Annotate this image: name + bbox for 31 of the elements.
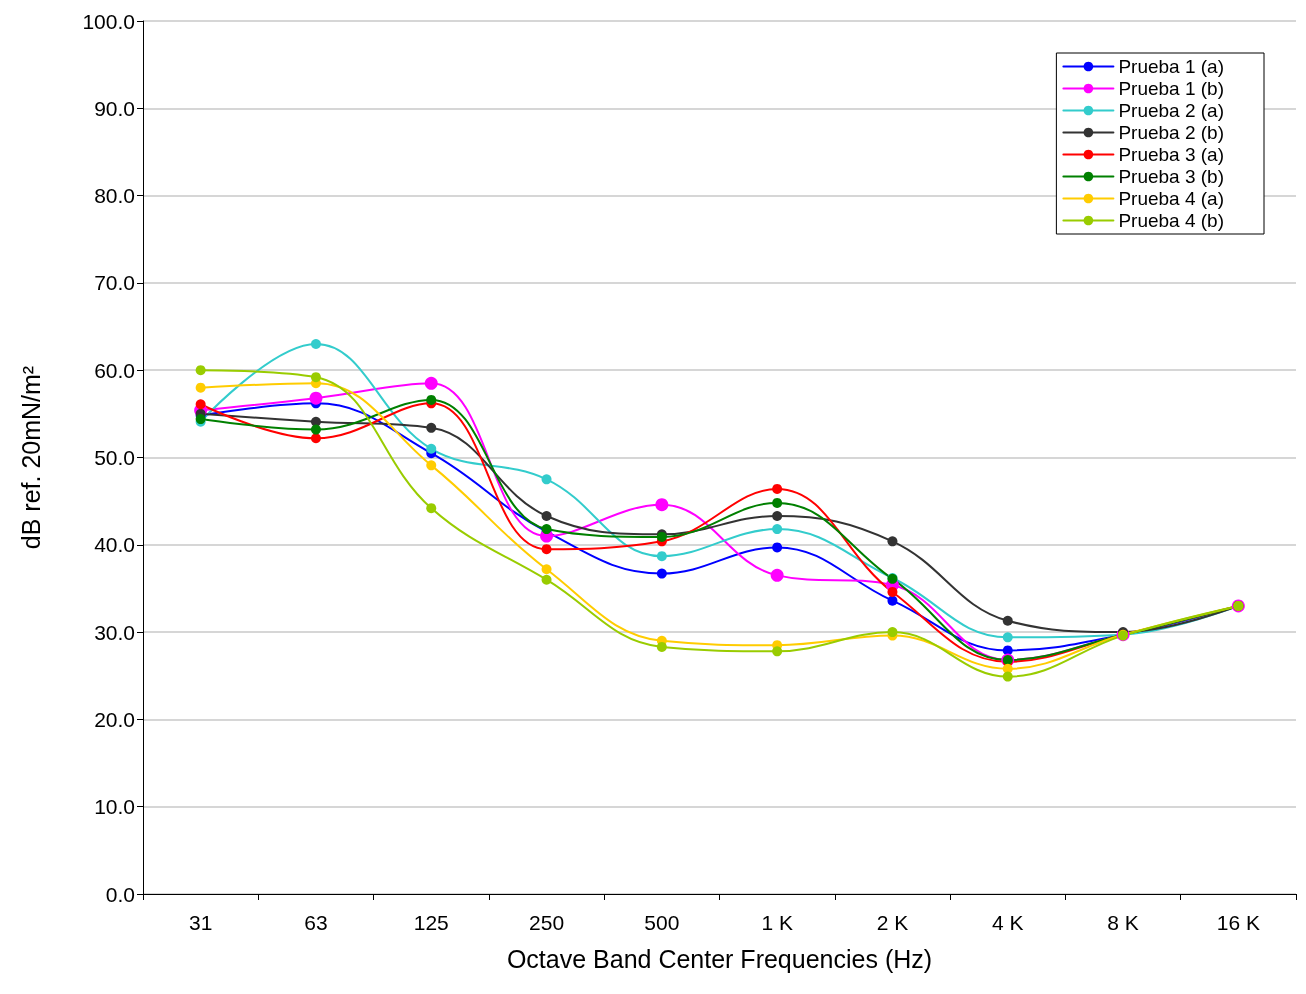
legend-label: Prueba 3 (a) [1118,144,1225,165]
y-tick-label: 100.0 [82,9,135,33]
y-axis-title: dB ref. 20mN/m² [16,365,45,550]
legend-label: Prueba 3 (b) [1118,166,1225,187]
x-axis-title: Octave Band Center Frequencies (Hz) [506,944,933,973]
legend-label: Prueba 1 (b) [1118,78,1225,99]
legend-label: Prueba 2 (a) [1118,100,1225,121]
legend-label: Prueba 4 (b) [1118,210,1225,231]
x-tick-label: 4 K [991,911,1024,934]
x-tick-label: 8 K [1107,911,1139,934]
x-tick-label: 2 K [876,911,909,934]
x-tick-label: 16 K [1216,911,1260,934]
x-tick-label: 1 K [761,911,793,934]
y-tick-label: 20.0 [94,707,135,731]
x-tick-label: 63 [304,911,328,934]
x-tick-label: 500 [644,911,680,934]
y-tick-label: 50.0 [94,446,135,469]
legend-label: Prueba 4 (a) [1118,188,1225,209]
y-tick-label: 10.0 [94,795,135,819]
y-tick-label: 0.0 [105,882,135,906]
y-tick-label: 80.0 [94,184,135,208]
x-tick-label: 31 [188,911,213,934]
y-tick-label: 40.0 [94,533,135,557]
x-tick-label: 250 [529,911,565,934]
y-tick-label: 60.0 [94,358,135,382]
x-tick-label: 125 [413,911,449,934]
y-tick-label: 70.0 [94,271,135,295]
y-tick-label: 30.0 [94,620,135,644]
legend-label: Prueba 2 (b) [1118,122,1225,143]
y-tick-label: 90.0 [94,96,135,120]
legend-label: Prueba 1 (a) [1118,56,1225,77]
